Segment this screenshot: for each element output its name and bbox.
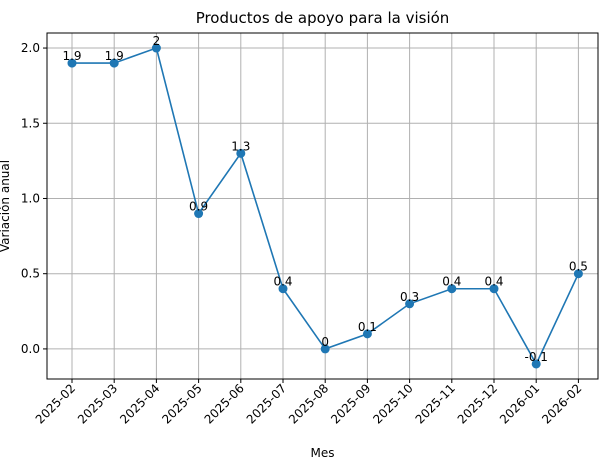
x-tick-label: 2025-07 [244, 381, 289, 426]
data-point [67, 58, 77, 68]
x-tick-label: 2025-02 [33, 381, 78, 426]
x-tick-label: 2025-03 [75, 381, 120, 426]
x-tick-label: 2025-05 [159, 381, 204, 426]
data-point [194, 209, 204, 219]
data-label: 1.9 [105, 49, 124, 63]
data-label: -0.1 [524, 350, 547, 364]
data-point [278, 284, 288, 294]
data-label: 0.9 [189, 200, 208, 214]
y-tick-label: 2.0 [21, 41, 40, 55]
data-label: 0.5 [569, 260, 588, 274]
data-label: 0 [321, 335, 329, 349]
x-tick-label: 2026-01 [497, 381, 542, 426]
x-axis: 2025-022025-032025-042025-052025-062025-… [33, 379, 585, 427]
data-points [67, 43, 583, 369]
data-point [151, 43, 161, 53]
y-axis-label: Variación anual [0, 160, 12, 252]
data-point [405, 299, 415, 309]
data-label: 0.4 [442, 275, 461, 289]
data-point [109, 58, 119, 68]
x-tick-label: 2025-12 [455, 381, 500, 426]
y-axis: 0.0 0.5 1.0 1.5 2.0 [21, 41, 47, 356]
data-label: 2 [153, 34, 161, 48]
data-label: 1.9 [62, 49, 81, 63]
y-tick-label: 0.5 [21, 267, 40, 281]
x-axis-label: Mes [311, 446, 335, 460]
x-tick-label: 2026-02 [539, 381, 584, 426]
data-labels: 1.9 1.9 2 0.9 1.3 0.4 0 0.1 0.3 0.4 0.4 -0.1 0.5 [62, 34, 587, 364]
x-tick-label: 2025-10 [370, 381, 415, 426]
data-point [489, 284, 499, 294]
y-tick-label: 1.5 [21, 116, 40, 130]
data-label: 0.4 [484, 275, 503, 289]
chart-title: Productos de apoyo para la visión [196, 9, 450, 27]
data-label: 0.1 [358, 320, 377, 334]
x-tick-label: 2025-11 [413, 381, 458, 426]
data-label: 1.3 [231, 139, 250, 153]
x-tick-label: 2025-09 [328, 381, 373, 426]
y-tick-label: 0.0 [21, 342, 40, 356]
grid [47, 33, 598, 379]
data-point [447, 284, 457, 294]
y-tick-label: 1.0 [21, 191, 40, 205]
data-point [531, 359, 541, 369]
x-tick-label: 2025-08 [286, 381, 331, 426]
plot-frame [46, 32, 599, 380]
data-point [573, 269, 583, 279]
x-tick-label: 2025-06 [202, 381, 247, 426]
data-label: 0.4 [273, 275, 292, 289]
data-point [320, 344, 330, 354]
x-tick-label: 2025-04 [117, 381, 162, 426]
data-point [362, 329, 372, 339]
data-point [236, 148, 246, 158]
data-label: 0.3 [400, 290, 419, 304]
